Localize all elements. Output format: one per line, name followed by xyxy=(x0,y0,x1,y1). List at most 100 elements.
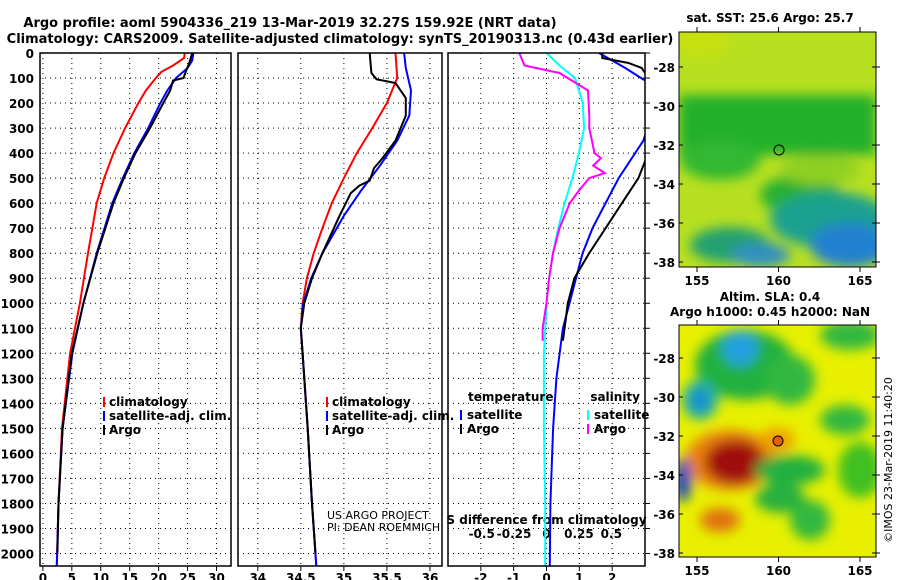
series-climatology xyxy=(55,53,186,566)
panel-difference: -2 -1 0 1 2 -0.5 -0.25 0 0.25 0.5S difference fro… xyxy=(446,52,650,580)
y-tick-label: 1500 xyxy=(1,422,34,436)
s-tick-label: 0.5 xyxy=(601,527,622,541)
legend-label: Argo xyxy=(467,422,499,436)
footer-timestamp: ©IMOS 23-Mar-2019 11:40:20 xyxy=(882,377,895,543)
legend-label: climatology xyxy=(109,395,188,409)
y-tick-label: 1000 xyxy=(1,297,34,311)
lon-tick-label: 165 xyxy=(847,274,872,288)
credit-line2: PI: DEAN ROEMMICH xyxy=(327,521,440,534)
sla-map-title-line1: Altim. SLA: 0.4 xyxy=(720,290,821,304)
y-tick-label: 600 xyxy=(9,197,34,211)
x-tick-label: 10 xyxy=(92,571,109,580)
y-tick-label: 500 xyxy=(9,172,34,186)
argo-position-marker xyxy=(773,144,785,156)
lat-tick-label: -38 xyxy=(653,547,675,561)
s-tick-label: -0.5 xyxy=(469,527,495,541)
series-temperature-satellite xyxy=(548,53,645,566)
x-tick-label: 25 xyxy=(179,571,196,580)
series-satellite-adj-clim- xyxy=(299,53,413,566)
legend-label: Argo xyxy=(332,423,364,437)
y-tick-label: 1700 xyxy=(1,472,34,486)
lon-tick-label: 160 xyxy=(766,564,791,578)
x-tick-label: 5 xyxy=(68,571,76,580)
legend-label: satellite-adj. clim. xyxy=(109,409,231,423)
y-tick-label: 1800 xyxy=(1,497,34,511)
sla-map-title-line2: Argo h1000: 0.45 h2000: NaN xyxy=(670,305,870,319)
y-tick-label: 800 xyxy=(9,247,34,261)
s-tick-label: -0.25 xyxy=(497,527,532,541)
y-tick-label: 1900 xyxy=(1,522,34,536)
lon-tick-label: 155 xyxy=(684,564,709,578)
series-argo xyxy=(299,53,407,554)
legend-label: Argo xyxy=(594,422,626,436)
x-tick-label: 30 xyxy=(208,571,225,580)
series-salinity-satellite xyxy=(542,53,586,566)
x-tick-label: 0 xyxy=(542,571,550,580)
credit-line1: US ARGO PROJECT xyxy=(327,509,429,522)
s-tick-label: 0.25 xyxy=(564,527,594,541)
lon-tick-label: 165 xyxy=(847,564,872,578)
plot-frame xyxy=(237,52,443,567)
lat-tick-label: -28 xyxy=(653,352,675,366)
panel-salinity: 3434.53535.536salinityclimatologysatelli… xyxy=(237,52,454,580)
sst-map: sat. SST: 25.6 Argo: 25.7 -28 -30 -32 -34 -3… xyxy=(653,11,880,288)
lat-tick-label: -34 xyxy=(653,178,675,192)
lat-tick-label: -36 xyxy=(653,217,675,231)
argo-position-marker xyxy=(772,435,784,447)
series-group xyxy=(518,53,645,566)
y-tick-label: 1400 xyxy=(1,397,34,411)
series-salinity-argo xyxy=(518,53,608,341)
x-tick-label: 1 xyxy=(575,571,583,580)
x-tick-label: 15 xyxy=(121,571,138,580)
y-tick-label: 2000 xyxy=(1,547,34,561)
series-group xyxy=(299,53,413,566)
panel-temperature: 051015202530temperature (deg C)010020030… xyxy=(1,47,232,580)
lat-tick-label: -32 xyxy=(653,430,675,444)
x-tick-label: 34.5 xyxy=(286,571,316,580)
legend-label: satellite xyxy=(594,408,649,422)
lat-tick-label: -28 xyxy=(653,61,675,75)
x-tick-label: 2 xyxy=(608,571,616,580)
y-tick-label: 200 xyxy=(9,97,34,111)
title-line1: Argo profile: aoml 5904336_219 13-Mar-20… xyxy=(23,16,556,31)
y-tick-label: 1100 xyxy=(1,322,34,336)
title-line2: Climatology: CARS2009. Satellite-adjuste… xyxy=(7,32,674,47)
sst-map-title: sat. SST: 25.6 Argo: 25.7 xyxy=(686,11,853,25)
y-tick-label: 300 xyxy=(9,122,34,136)
x-tick-label: 20 xyxy=(150,571,167,580)
lat-tick-label: -36 xyxy=(653,508,675,522)
y-tick-label: 0 xyxy=(26,47,34,61)
y-tick-label: 1300 xyxy=(1,372,34,386)
series-argo xyxy=(56,53,194,554)
lat-tick-label: -30 xyxy=(653,100,675,114)
x-tick-label: 36 xyxy=(422,571,439,580)
lat-tick-label: -38 xyxy=(653,256,675,270)
y-tick-label: 1200 xyxy=(1,347,34,361)
x-tick-label: 34 xyxy=(249,571,266,580)
x-tick-label: 35.5 xyxy=(372,571,402,580)
legend-title: temperature xyxy=(468,390,553,404)
x-tick-label: 35 xyxy=(336,571,353,580)
y-tick-label: 900 xyxy=(9,272,34,286)
y-tick-label: 100 xyxy=(9,72,34,86)
legend-title: salinity xyxy=(590,390,640,404)
lat-tick-label: -30 xyxy=(653,391,675,405)
s-axis-label: S difference from climatology xyxy=(446,513,646,527)
y-tick-label: 1600 xyxy=(1,447,34,461)
series-temperature-argo xyxy=(561,53,645,341)
series-climatology xyxy=(299,53,399,566)
lon-tick-label: 160 xyxy=(766,274,791,288)
legend-label: climatology xyxy=(332,395,411,409)
s-tick-label: 0 xyxy=(542,527,550,541)
legend-label: satellite-adj. clim. xyxy=(332,409,454,423)
lat-tick-label: -32 xyxy=(653,139,675,153)
lon-tick-label: 155 xyxy=(684,274,709,288)
legend-label: Argo xyxy=(109,423,141,437)
x-tick-label: 0 xyxy=(39,571,47,580)
sla-map: Altim. SLA: 0.4 Argo h1000: 0.45 h2000: … xyxy=(653,290,880,578)
y-tick-label: 700 xyxy=(9,222,34,236)
series-group xyxy=(55,53,195,566)
y-tick-label: 400 xyxy=(9,147,34,161)
lat-tick-label: -34 xyxy=(653,469,675,483)
